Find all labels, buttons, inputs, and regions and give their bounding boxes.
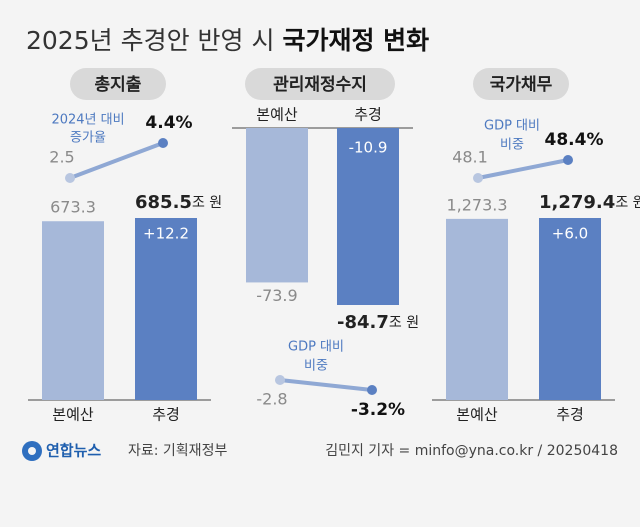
inset-label: 비중 (500, 138, 524, 153)
inset-value-label: 2.5 (49, 148, 74, 167)
title: 2025년 추경안 반영 시 국가재정 변화 (26, 26, 429, 55)
bar (539, 218, 601, 400)
inset-point (65, 173, 75, 183)
bar (446, 218, 508, 400)
unit-label: 조 원 (389, 315, 419, 331)
value-label-group: 1,279.4조 원 (539, 192, 640, 213)
category-label: 본예산 (456, 406, 498, 424)
inset-point (275, 375, 285, 385)
inset-line (68, 141, 165, 180)
inset-value-label: -2.8 (256, 390, 287, 409)
panel-title-pill (70, 68, 166, 100)
inset-value-label: -3.2% (351, 400, 405, 420)
logo-icon-inner (28, 447, 36, 455)
value-label: -84.7 (337, 312, 389, 333)
bar (246, 128, 308, 283)
value-label: 673.3 (50, 198, 96, 217)
panel-title: 총지출 (95, 75, 142, 95)
bar (135, 218, 197, 400)
value-label: 1,279.4 (539, 192, 615, 213)
panel-title: 국가채무 (490, 75, 553, 95)
panel-title-pill (473, 68, 569, 100)
inset-label: GDP 대비 (288, 340, 344, 355)
panel-title: 관리재정수지 (273, 75, 367, 95)
category-label: 추경 (152, 406, 180, 424)
value-label: -73.9 (256, 286, 297, 305)
value-label: 1,273.3 (446, 195, 507, 214)
category-label: 추경 (556, 406, 584, 424)
category-label: 본예산 (256, 106, 298, 124)
inset-value-label: 48.1 (452, 148, 488, 167)
inset-value-label: 48.4% (545, 130, 604, 150)
bar (42, 221, 104, 400)
title-bold: 국가재정 변화 (282, 26, 429, 55)
inset-point (473, 173, 483, 183)
category-label: 본예산 (52, 406, 94, 424)
change-label: +12.2 (143, 225, 189, 243)
value-label-group: 685.5조 원 (135, 192, 222, 213)
title-light: 2025년 추경안 반영 시 (26, 26, 274, 55)
inset-line (278, 378, 374, 392)
panel-title-pill (245, 68, 395, 100)
inset-point (158, 138, 168, 148)
logo-text: 연합뉴스 (46, 442, 101, 460)
credit: 김민지 기자 = minfo@yna.co.kr / 20250418 (325, 443, 618, 459)
inset-label: GDP 대비 (484, 119, 540, 134)
inset-value-label: 4.4% (145, 113, 192, 133)
change-label: -10.9 (349, 139, 388, 157)
source: 자료: 기획재정부 (128, 443, 227, 459)
inset-point (563, 155, 573, 165)
unit-label: 조 원 (615, 195, 640, 211)
inset-label: 2024년 대비 (51, 113, 124, 128)
unit-label: 조 원 (192, 195, 222, 211)
inset-label: 비중 (304, 359, 328, 374)
value-label-group: -84.7조 원 (337, 312, 419, 333)
inset-label: 증가율 (70, 131, 106, 146)
change-label: +6.0 (552, 225, 588, 243)
bar (337, 128, 399, 305)
inset-line (476, 158, 570, 180)
logo (22, 441, 42, 461)
value-label: 685.5 (135, 192, 192, 213)
category-label: 추경 (354, 106, 382, 124)
inset-point (367, 385, 377, 395)
